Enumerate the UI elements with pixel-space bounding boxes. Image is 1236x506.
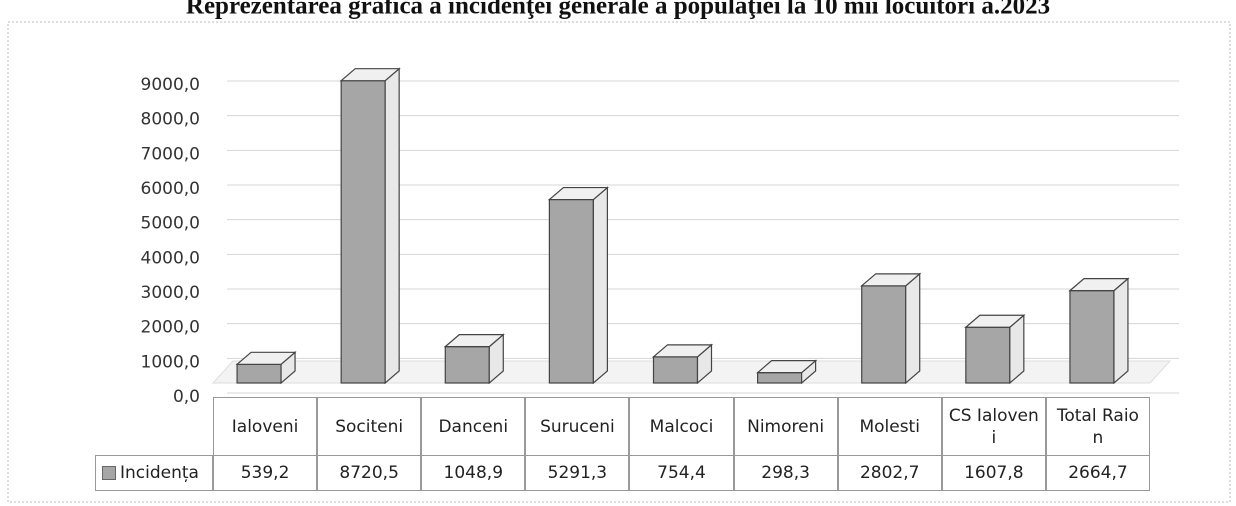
bar-front xyxy=(444,346,490,384)
category-label: CS Ialoveni xyxy=(941,397,1046,456)
chart-title: Reprezentarea grafica a incidenţei gener… xyxy=(186,0,1050,20)
bar-side xyxy=(1113,277,1129,385)
bar-front xyxy=(340,80,386,384)
value-label: 754,4 xyxy=(629,455,734,491)
bar-top xyxy=(339,68,401,82)
bar-front xyxy=(652,356,699,384)
bar-side xyxy=(905,272,921,385)
bar-side xyxy=(592,186,608,385)
bar-front xyxy=(965,326,1011,384)
bar xyxy=(443,333,505,385)
category-label: Sociteni xyxy=(317,397,422,456)
y-tick-label: 9000,0 xyxy=(141,75,200,95)
value-label: 2664,7 xyxy=(1045,455,1150,491)
y-tick-label: 2000,0 xyxy=(141,318,200,338)
bar xyxy=(964,313,1026,385)
category-label: Total Raion xyxy=(1045,397,1150,456)
category-label: Ialoveni xyxy=(213,397,318,456)
bar-top xyxy=(443,334,505,348)
bar xyxy=(860,272,922,385)
value-label: 8720,5 xyxy=(317,455,422,491)
value-label: 1607,8 xyxy=(941,455,1046,491)
y-tick-label: 0,0 xyxy=(173,387,200,407)
legend-swatch xyxy=(102,466,116,480)
bar-front xyxy=(1069,290,1115,384)
bar-top xyxy=(755,360,818,374)
value-label: 2802,7 xyxy=(837,455,942,491)
bar xyxy=(755,359,818,385)
y-tick-label: 4000,0 xyxy=(141,248,200,268)
bar xyxy=(1068,277,1130,385)
bar-front xyxy=(861,285,907,384)
y-tick-label: 6000,0 xyxy=(141,179,200,199)
bar xyxy=(651,343,714,385)
bar-top xyxy=(547,186,610,201)
bar-side xyxy=(384,67,400,385)
bar xyxy=(339,67,401,385)
bar xyxy=(547,186,610,385)
category-label: Danceni xyxy=(421,397,526,456)
y-tick-label: 3000,0 xyxy=(141,283,200,303)
bar-top xyxy=(964,314,1026,328)
chart-frame xyxy=(7,21,1231,503)
y-tick-label: 1000,0 xyxy=(141,352,200,372)
category-label: Malcoci xyxy=(629,397,734,456)
bar-front xyxy=(236,363,282,384)
category-label: Suruceni xyxy=(525,397,630,456)
bar-top xyxy=(235,351,297,365)
value-label: 5291,3 xyxy=(525,455,630,491)
legend-entry: Incidența xyxy=(95,455,213,491)
y-tick-label: 7000,0 xyxy=(141,144,200,164)
value-label: 298,3 xyxy=(733,455,838,491)
bar-top xyxy=(860,273,922,287)
category-label: Molesti xyxy=(837,397,942,456)
bar-top xyxy=(1068,278,1130,292)
bar-top xyxy=(651,344,714,358)
value-label: 539,2 xyxy=(213,455,318,491)
bar-front xyxy=(757,372,803,384)
bar-front xyxy=(548,198,594,384)
value-label: 1048,9 xyxy=(421,455,526,491)
category-label: Nimoreni xyxy=(733,397,838,456)
bar xyxy=(235,351,297,385)
y-tick-label: 8000,0 xyxy=(141,110,200,130)
y-tick-label: 5000,0 xyxy=(141,214,200,234)
